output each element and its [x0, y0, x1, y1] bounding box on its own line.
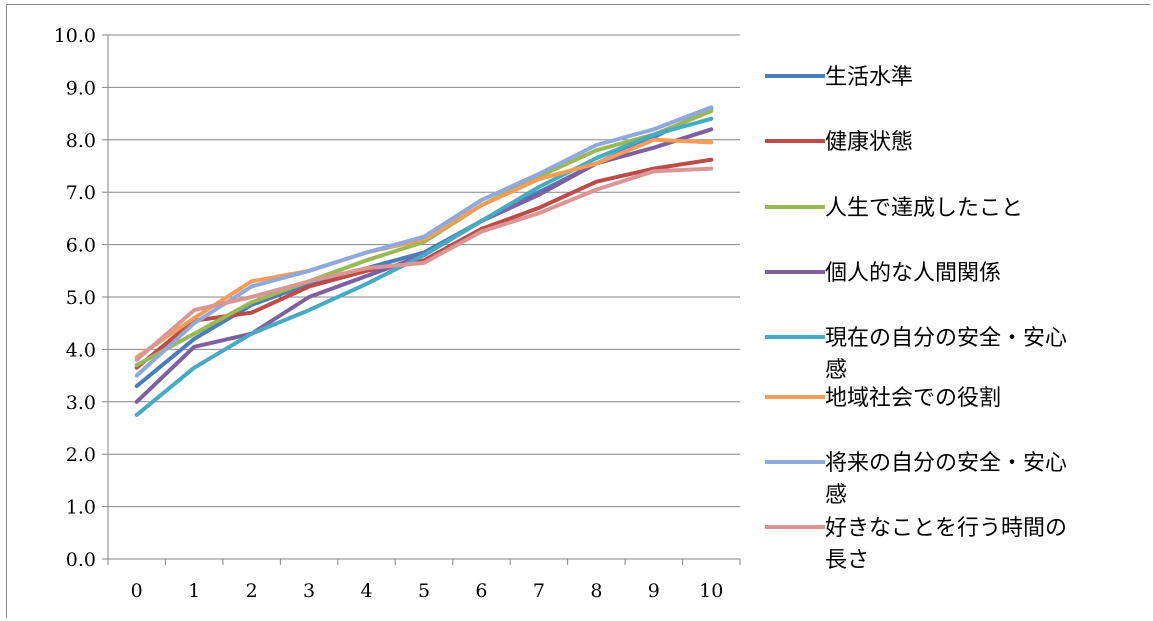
legend-label: 将来の自分の安全・安心感: [825, 451, 1067, 508]
legend-item: 健康状態: [765, 130, 913, 155]
legend-label: 人生で達成したこと: [825, 196, 1023, 221]
legend-label: 生活水準: [825, 65, 913, 90]
x-tick-label: 6: [475, 580, 487, 602]
legend-item: 地域社会での役割: [765, 386, 1001, 411]
gridlines: [108, 34, 740, 508]
series-line-5: [134, 137, 714, 360]
legend-label: 地域社会での役割: [825, 386, 1001, 411]
series-lines: [134, 105, 714, 417]
x-tick-label: 10: [699, 580, 723, 602]
x-tick-label: 9: [648, 580, 660, 602]
y-tick-label: 6.0: [66, 235, 96, 257]
series-line-1: [134, 157, 714, 370]
y-tick-label: 2.0: [66, 444, 96, 466]
x-tick-label: 1: [188, 580, 200, 602]
series-line-6: [134, 105, 714, 378]
y-tick-label: 1.0: [66, 497, 96, 519]
y-tick-label: 3.0: [66, 392, 96, 414]
legend-label: 健康状態: [825, 130, 913, 155]
legend-item: 好きなことを行う時間の長さ: [765, 516, 1067, 573]
x-tick-label: 4: [360, 580, 372, 602]
legend-label: 個人的な人間関係: [825, 261, 1001, 286]
x-tick-label: 5: [418, 580, 430, 602]
y-tick-label: 4.0: [66, 339, 96, 361]
legend-item: 将来の自分の安全・安心感: [765, 451, 1067, 508]
series-line-4: [134, 116, 714, 417]
x-tick-label: 8: [590, 580, 602, 602]
legend: 生活水準健康状態人生で達成したこと個人的な人間関係現在の自分の安全・安心感地域社…: [765, 65, 1067, 573]
x-tick-label: 3: [303, 580, 315, 602]
series-line-3: [134, 127, 714, 404]
y-tick-label: 7.0: [66, 182, 96, 204]
axes: 0.0 1.0 2.0 3.0 4.0 5.0 6.0 7.0 8.0 9.0 10.0 0 1 2 3 4 5…: [54, 25, 741, 602]
y-tick-label: 0.0: [66, 549, 96, 571]
y-tick-label: 9.0: [66, 77, 96, 99]
legend-item: 人生で達成したこと: [765, 196, 1023, 221]
x-tick-label: 0: [131, 580, 143, 602]
legend-label: 現在の自分の安全・安心感: [825, 326, 1067, 383]
legend-label: 好きなことを行う時間の長さ: [825, 516, 1067, 573]
series-line-2: [134, 109, 714, 368]
y-tick-label: 10.0: [54, 25, 96, 47]
y-tick-label: 8.0: [66, 130, 96, 152]
legend-item: 現在の自分の安全・安心感: [765, 326, 1067, 383]
series-line-7: [134, 166, 714, 362]
x-tick-label: 2: [246, 580, 258, 602]
line-chart: 0.0 1.0 2.0 3.0 4.0 5.0 6.0 7.0 8.0 9.0 10.0 0 1 2 3 4 5…: [54, 25, 1067, 602]
legend-item: 生活水準: [765, 65, 913, 90]
y-tick-label: 5.0: [66, 287, 96, 309]
legend-item: 個人的な人間関係: [765, 261, 1001, 286]
chart-frame: 0.0 1.0 2.0 3.0 4.0 5.0 6.0 7.0 8.0 9.0 10.0 0 1 2 3 4 5…: [6, 4, 1150, 618]
x-tick-label: 7: [533, 580, 545, 602]
